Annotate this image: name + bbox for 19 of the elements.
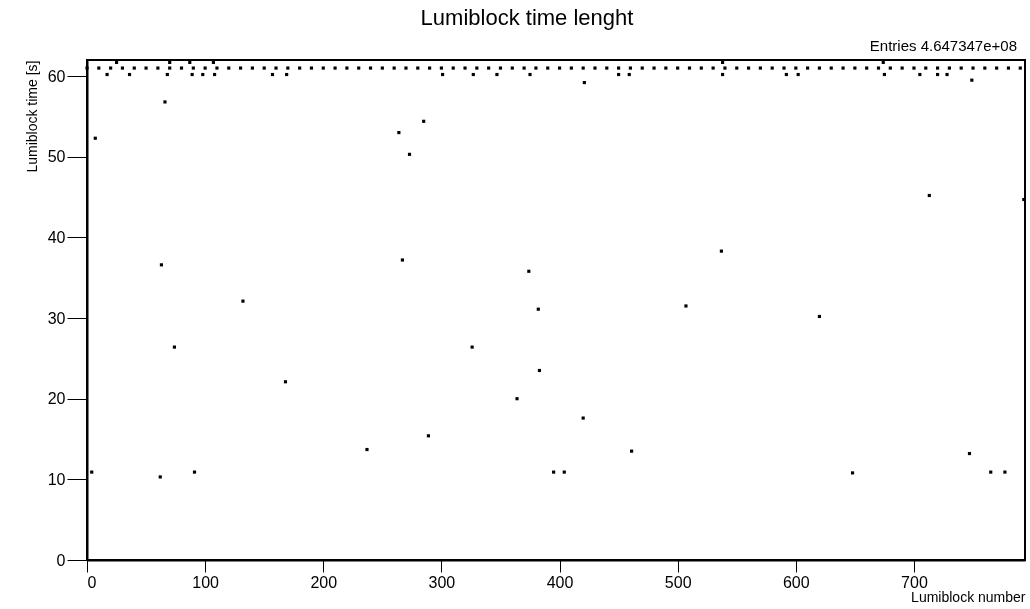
x-tick-label: 700 bbox=[901, 573, 928, 591]
y-tick-label: 30 bbox=[47, 309, 66, 327]
x-tick-label: 300 bbox=[428, 573, 456, 591]
x-axis-title: Lumiblock number bbox=[911, 588, 1026, 605]
x-tick-label: 200 bbox=[310, 573, 338, 591]
x-tick-label: 500 bbox=[664, 573, 692, 591]
chart-title: Lumiblock time lenght bbox=[420, 5, 634, 30]
y-tick-label: 10 bbox=[47, 470, 66, 488]
y-tick-label: 20 bbox=[47, 390, 66, 408]
y-tick-label: 40 bbox=[47, 228, 66, 246]
text: Entries 4.647347e+08 bbox=[869, 37, 1017, 54]
x-tick-label: 400 bbox=[546, 573, 574, 591]
x-tick-label: 0 bbox=[87, 573, 97, 591]
y-tick-label: 60 bbox=[47, 67, 66, 85]
y-tick-label: 0 bbox=[56, 551, 66, 569]
y-tick-label: 50 bbox=[47, 148, 66, 166]
y-axis-title: Lumiblock time [s] bbox=[23, 60, 40, 173]
x-tick-label: 600 bbox=[782, 573, 810, 591]
x-tick-label: 100 bbox=[192, 573, 220, 591]
